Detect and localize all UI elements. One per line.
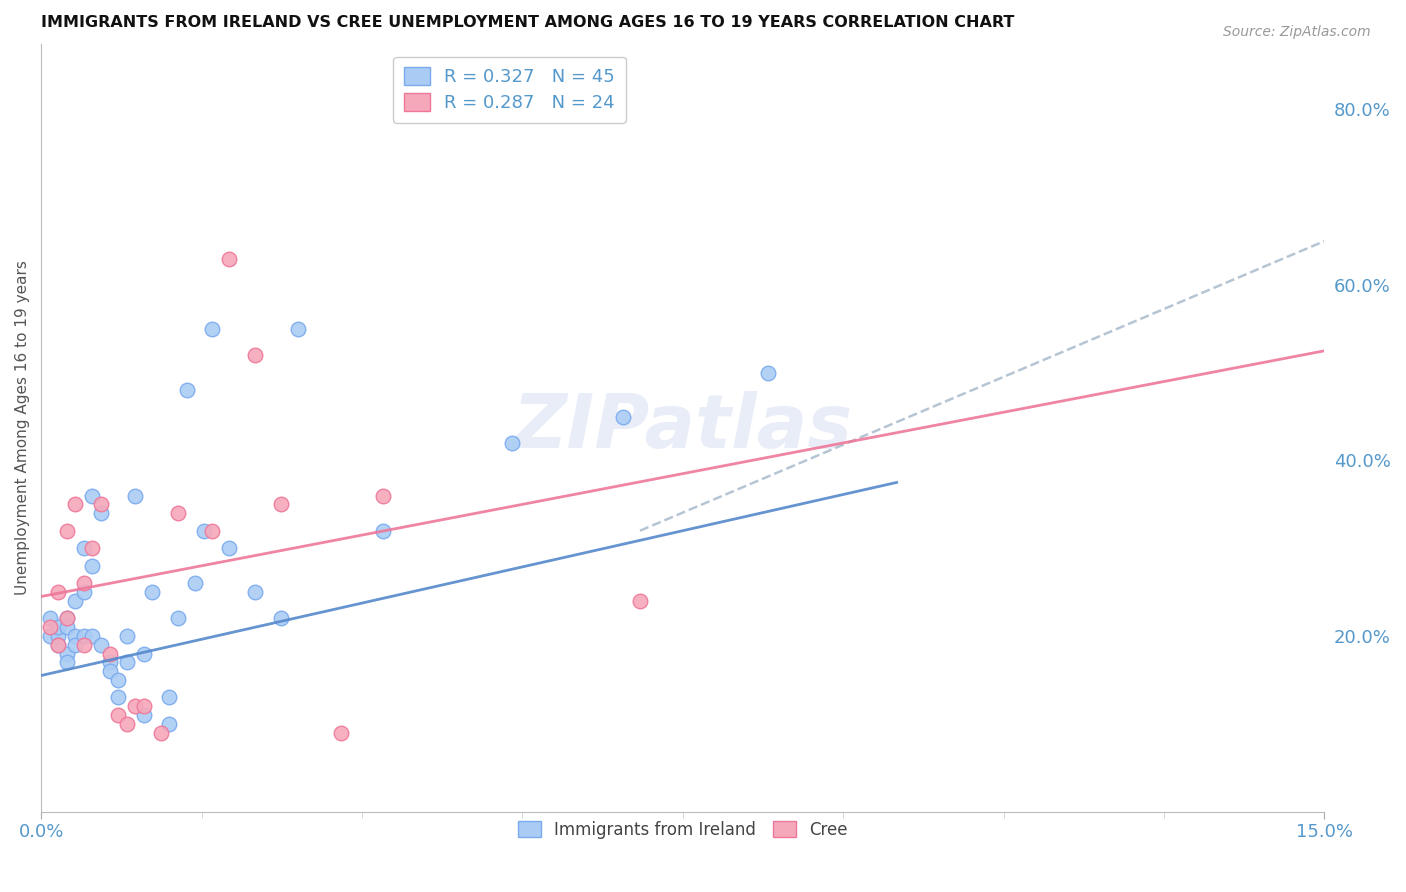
Point (149, 725, 172, 739)
Text: ZIPatlas: ZIPatlas (513, 391, 853, 464)
Point (46, 638, 69, 652)
Point (90, 506, 112, 520)
Point (90, 497, 112, 511)
Point (55, 611, 77, 625)
Point (270, 497, 292, 511)
Point (193, 524, 215, 538)
Point (201, 524, 224, 538)
Point (612, 409, 634, 424)
Point (73, 629, 96, 643)
Point (107, 673, 129, 687)
Point (373, 524, 395, 538)
Text: Source: ZipAtlas.com: Source: ZipAtlas.com (1223, 25, 1371, 39)
Point (167, 506, 190, 520)
Point (141, 585, 163, 599)
Point (98, 656, 121, 670)
Point (90, 638, 112, 652)
Point (132, 699, 155, 714)
Point (38, 629, 60, 643)
Point (159, 716, 181, 731)
Point (501, 436, 523, 450)
Point (55, 647, 77, 661)
Point (82, 541, 104, 556)
Point (132, 647, 155, 661)
Point (65, 497, 87, 511)
Point (628, 594, 651, 608)
Point (756, 366, 779, 380)
Y-axis label: Unemployment Among Ages 16 to 19 years: Unemployment Among Ages 16 to 19 years (15, 260, 30, 595)
Point (46, 638, 69, 652)
Point (329, 725, 352, 739)
Point (287, 322, 309, 336)
Point (201, 322, 224, 336)
Point (159, 690, 181, 705)
Point (65, 629, 87, 643)
Point (124, 699, 146, 714)
Legend: Immigrants from Ireland, Cree: Immigrants from Ireland, Cree (510, 814, 855, 846)
Point (107, 690, 129, 705)
Point (115, 629, 138, 643)
Point (243, 585, 266, 599)
Point (46, 585, 69, 599)
Point (73, 541, 96, 556)
Point (73, 638, 96, 652)
Point (82, 629, 104, 643)
Point (46, 629, 69, 643)
Point (55, 620, 77, 634)
Point (270, 611, 292, 625)
Point (373, 489, 395, 503)
Point (115, 716, 138, 731)
Point (55, 611, 77, 625)
Point (98, 664, 121, 678)
Point (167, 611, 190, 625)
Text: IMMIGRANTS FROM IRELAND VS CREE UNEMPLOYMENT AMONG AGES 16 TO 19 YEARS CORRELATI: IMMIGRANTS FROM IRELAND VS CREE UNEMPLOY… (41, 15, 1015, 30)
Point (98, 647, 121, 661)
Point (38, 620, 60, 634)
Point (55, 524, 77, 538)
Point (115, 656, 138, 670)
Point (73, 585, 96, 599)
Point (132, 708, 155, 723)
Point (218, 541, 240, 556)
Point (46, 620, 69, 634)
Point (176, 384, 198, 398)
Point (65, 594, 87, 608)
Point (243, 348, 266, 362)
Point (55, 656, 77, 670)
Point (124, 489, 146, 503)
Point (218, 252, 240, 266)
Point (82, 558, 104, 573)
Point (38, 611, 60, 625)
Point (65, 638, 87, 652)
Point (184, 576, 207, 591)
Point (82, 489, 104, 503)
Point (107, 708, 129, 723)
Point (73, 576, 96, 591)
